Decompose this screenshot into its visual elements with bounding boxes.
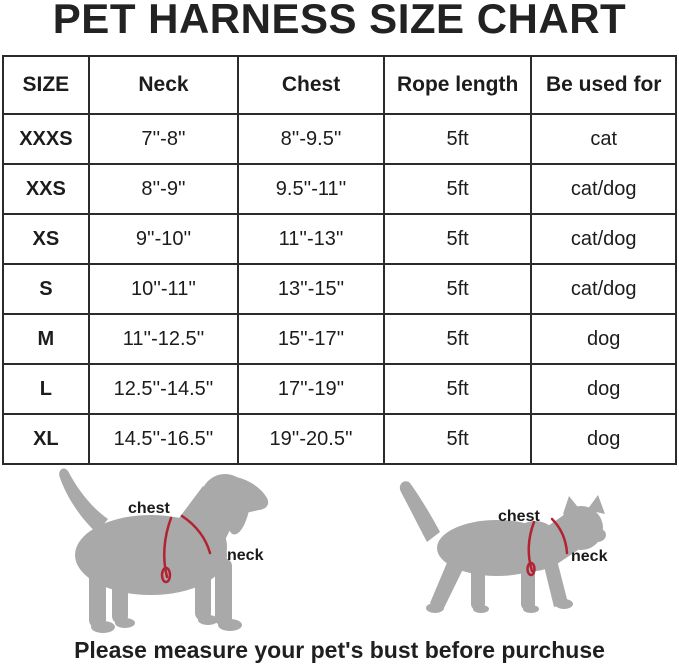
table-cell: dog: [530, 413, 677, 465]
table-cell: 11''-13'': [237, 213, 385, 265]
dog-rear-leg: [89, 562, 106, 628]
table-cell: 7''-8'': [87, 113, 240, 165]
table-cell: 15''-17'': [237, 313, 385, 365]
cat-muzzle: [588, 528, 606, 542]
table-row: XXS 8''-9'' 9.5''-11'' 5ft cat/dog: [2, 163, 677, 215]
cat-strap-loop: [526, 561, 536, 577]
table-row: L 12.5''-14.5'' 17''-19'' 5ft dog: [2, 363, 677, 415]
cat-rear-leg-back: [430, 558, 465, 610]
cat-rear-leg: [471, 562, 485, 610]
table-cell: XS: [2, 213, 90, 265]
cat-ear-right: [587, 495, 605, 514]
table-cell: dog: [530, 313, 677, 365]
table-cell: 5ft: [382, 113, 533, 165]
table-cell: 5ft: [382, 313, 533, 365]
table-cell: 5ft: [382, 163, 533, 215]
cat-front-foot: [523, 605, 539, 613]
dog-chest-label: chest: [128, 500, 170, 517]
dog-rear-foot-2: [115, 618, 135, 628]
size-chart-table: SIZE Neck Chest Rope length Be used for …: [2, 55, 677, 465]
table-row: S 10''-11'' 13''-15'' 5ft cat/dog: [2, 263, 677, 315]
dog-chest-strap: [162, 516, 173, 579]
header-rope-length: Rope length: [382, 55, 533, 115]
table-cell: L: [2, 363, 90, 415]
cat-neck-strap: [550, 517, 569, 555]
table-cell: cat/dog: [530, 163, 677, 215]
dog-front-leg-2: [195, 558, 211, 621]
cat-illustration: [399, 481, 606, 613]
table-cell: 14.5''-16.5'': [87, 413, 240, 465]
table-cell: 5ft: [382, 213, 533, 265]
table-cell: 10''-11'': [87, 263, 240, 315]
cat-rear-foot-back: [426, 603, 444, 613]
cat-front-foot-forward: [555, 599, 573, 609]
cat-rear-foot: [473, 605, 489, 613]
table-cell: 17''-19'': [237, 363, 385, 415]
cat-tail: [399, 481, 440, 542]
dog-front-leg: [215, 558, 232, 626]
table-cell: 11''-12.5'': [87, 313, 240, 365]
dog-front-foot-2: [198, 615, 218, 625]
page-title: PET HARNESS SIZE CHART: [52, 0, 627, 42]
table-cell: 8''-9'': [87, 163, 240, 215]
cat-ear-left: [563, 496, 581, 514]
table-row: XL 14.5''-16.5'' 19''-20.5'' 5ft dog: [2, 413, 677, 465]
dog-neck-strap: [180, 514, 212, 555]
dog-tail: [59, 468, 108, 533]
table-cell: dog: [530, 363, 677, 415]
table-cell: M: [2, 313, 90, 365]
header-size: SIZE: [2, 55, 90, 115]
table-cell: 5ft: [382, 413, 533, 465]
header-chest: Chest: [237, 55, 385, 115]
table-header-row: SIZE Neck Chest Rope length Be used for: [2, 55, 677, 115]
dog-rear-leg-2: [112, 564, 128, 624]
cat-front-leg: [521, 560, 535, 610]
table-cell: 19''-20.5'': [237, 413, 385, 465]
table-cell: 8''-9.5'': [237, 113, 385, 165]
table-row: XXXS 7''-8'' 8''-9.5'' 5ft cat: [2, 113, 677, 165]
table-cell: cat/dog: [530, 213, 677, 265]
table-row: M 11''-12.5'' 15''-17'' 5ft dog: [2, 313, 677, 365]
table-cell: XXS: [2, 163, 90, 215]
table-cell: XXXS: [2, 113, 90, 165]
cat-chest-strap: [527, 520, 536, 573]
dog-strap-loop: [160, 566, 172, 584]
table-cell: cat: [530, 113, 677, 165]
table-cell: cat/dog: [530, 263, 677, 315]
table-cell: 12.5''-14.5'': [87, 363, 240, 415]
table-cell: S: [2, 263, 90, 315]
table-cell: 9.5''-11'': [237, 163, 385, 215]
table-cell: 5ft: [382, 263, 533, 315]
table-cell: XL: [2, 413, 90, 465]
cat-front-leg-forward: [542, 558, 568, 607]
header-neck: Neck: [87, 55, 240, 115]
dog-ear: [227, 483, 251, 535]
cat-neck-label: neck: [571, 548, 608, 565]
dog-neck-label: neck: [227, 547, 264, 564]
header-be-used-for: Be used for: [530, 55, 677, 115]
table-cell: 5ft: [382, 363, 533, 415]
table-cell: 9''-10'': [87, 213, 240, 265]
table-row: XS 9''-10'' 11''-13'' 5ft cat/dog: [2, 213, 677, 265]
dog-rear-foot: [91, 621, 115, 633]
cat-chest-label: chest: [498, 508, 540, 525]
dog-front-foot: [218, 619, 242, 631]
table-cell: 13''-15'': [237, 263, 385, 315]
dog-illustration: [59, 468, 269, 633]
footer-note: Please measure your pet's bust before pu…: [74, 637, 605, 663]
